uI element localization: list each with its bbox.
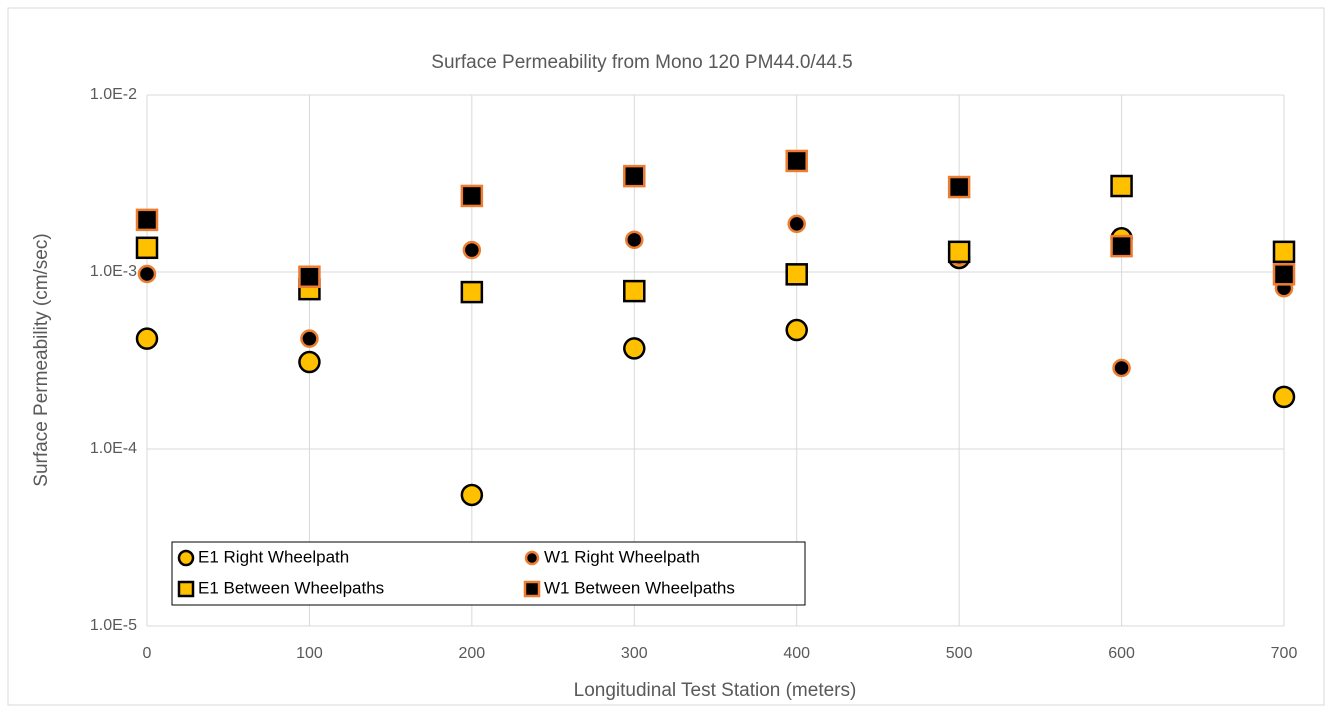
x-tick-label: 600: [1108, 645, 1135, 662]
point: [135, 236, 159, 260]
x-tick-label: 700: [1271, 645, 1298, 662]
x-axis-label: Longitudinal Test Station (meters): [574, 680, 857, 701]
point: [785, 149, 808, 173]
legend-marker: [177, 549, 195, 567]
x-tick-label: 200: [459, 645, 486, 662]
point: [623, 164, 646, 188]
x-tick-label: 0: [143, 645, 152, 662]
legend-label: W1 Between Wheelpaths: [544, 578, 735, 597]
y-axis-label: Surface Permeability (cm/sec): [31, 233, 52, 486]
x-tick-label: 500: [946, 645, 973, 662]
legend-marker: [523, 580, 541, 598]
point: [460, 184, 484, 208]
x-tick-label: 300: [621, 645, 648, 662]
point: [1110, 234, 1133, 258]
point: [1110, 174, 1133, 198]
point: [1272, 240, 1296, 264]
y-tick-label: 1.0E-4: [90, 440, 137, 457]
point: [623, 279, 646, 303]
point: [785, 263, 808, 286]
point: [298, 350, 321, 374]
point: [625, 230, 644, 250]
point: [460, 280, 484, 304]
point: [460, 483, 484, 507]
legend-label: E1 Between Wheelpaths: [198, 578, 384, 597]
point: [947, 240, 971, 264]
point: [1272, 385, 1296, 409]
point: [947, 175, 971, 199]
point: [785, 318, 808, 342]
point: [298, 265, 321, 289]
x-tick-label: 100: [296, 645, 323, 662]
legend-box: [171, 541, 806, 606]
point: [623, 337, 646, 360]
chart-title: Surface Permeability from Mono 120 PM44.…: [431, 52, 852, 73]
point: [300, 329, 319, 348]
point: [1272, 263, 1296, 286]
y-tick-label: 1.0E-3: [90, 263, 137, 280]
y-tick-label: 1.0E-5: [90, 617, 137, 634]
point: [135, 208, 159, 232]
point: [137, 264, 157, 284]
point: [462, 240, 482, 260]
point: [1112, 358, 1131, 378]
point: [135, 327, 159, 350]
point: [787, 214, 806, 234]
x-tick-label: 400: [783, 645, 810, 662]
y-tick-label: 1.0E-2: [90, 86, 137, 103]
legend-label: E1 Right Wheelpath: [198, 547, 349, 566]
legend-label: W1 Right Wheelpath: [544, 547, 700, 566]
legend-marker: [177, 580, 195, 598]
legend-marker: [524, 550, 540, 566]
